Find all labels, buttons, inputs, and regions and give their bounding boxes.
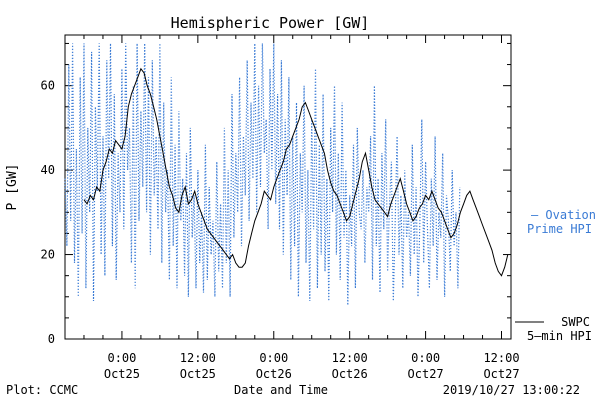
series-swpc-hpi: [83, 67, 509, 277]
x-tick-label-time: 12:00: [483, 351, 519, 365]
y-tick-label: 40: [41, 163, 55, 177]
legend-swpc-label-2: 5—min HPI: [527, 329, 592, 343]
x-tick-label-time: 0:00: [107, 351, 136, 365]
x-tick-label-time: 12:00: [180, 351, 216, 365]
x-tick-label-time: 0:00: [259, 351, 288, 365]
y-tick-labels: 0 20 40 60: [41, 79, 55, 346]
x-tick-label-date: Oct26: [256, 367, 292, 381]
swpc-line: [83, 67, 509, 277]
y-tick-label: 60: [41, 79, 55, 93]
footer-timestamp: 2019/10/27 13:00:22: [443, 383, 580, 397]
x-tick-label-date: Oct25: [104, 367, 140, 381]
x-tick-label-date: Oct27: [483, 367, 519, 381]
x-tick-labels: 0:00 Oct25 12:00 Oct25 0:00 Oct26 12:00 Oct26 0:…: [104, 351, 520, 381]
axis-ticks: [64, 35, 511, 340]
plot-frame: [64, 34, 512, 340]
y-axis-label: P [GW]: [5, 164, 20, 211]
chart-title: Hemispheric Power [GW]: [171, 14, 370, 32]
x-tick-label-date: Oct26: [332, 367, 368, 381]
y-tick-label: 20: [41, 248, 55, 262]
x-tick-label-date: Oct25: [180, 367, 216, 381]
x-tick-label-time: 12:00: [332, 351, 368, 365]
legend-ovation-label-2: Prime HPI: [527, 222, 592, 236]
x-tick-label-time: 0:00: [411, 351, 440, 365]
y-tick-label: 0: [48, 332, 55, 346]
footer-plot-credit: Plot: CCMC: [6, 383, 78, 397]
x-tick-label-date: Oct27: [408, 367, 444, 381]
legend-ovation-label-1: — Ovation: [531, 208, 596, 222]
legend-swpc-label-1: SWPC: [561, 315, 590, 329]
series-ovation-prime-hpi: [64, 43, 461, 306]
ovation-line: [64, 43, 461, 306]
x-axis-label: Date and Time: [234, 383, 328, 397]
